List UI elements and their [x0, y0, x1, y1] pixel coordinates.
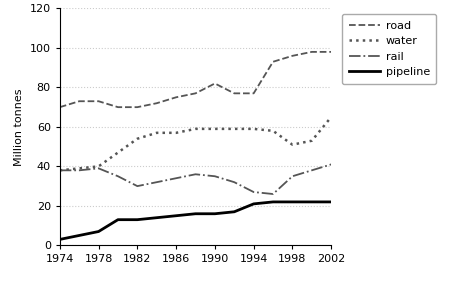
rail: [308, 169, 314, 172]
rail: [270, 192, 275, 196]
water: [270, 129, 275, 133]
pipeline: [192, 212, 198, 215]
rail: [57, 169, 62, 172]
rail: [192, 173, 198, 176]
road: [289, 54, 295, 58]
rail: [134, 184, 140, 188]
Line: rail: rail: [60, 164, 330, 194]
water: [173, 131, 179, 135]
pipeline: [154, 216, 159, 219]
water: [134, 137, 140, 140]
water: [289, 143, 295, 146]
pipeline: [76, 234, 82, 237]
road: [154, 102, 159, 105]
rail: [154, 180, 159, 184]
water: [328, 115, 333, 119]
road: [231, 92, 236, 95]
road: [76, 100, 82, 103]
road: [270, 60, 275, 63]
water: [212, 127, 217, 131]
pipeline: [270, 200, 275, 204]
water: [154, 131, 159, 135]
pipeline: [289, 200, 295, 204]
water: [57, 169, 62, 172]
pipeline: [250, 202, 256, 206]
rail: [115, 175, 120, 178]
pipeline: [212, 212, 217, 215]
rail: [173, 177, 179, 180]
Line: road: road: [60, 52, 330, 107]
Y-axis label: Million tonnes: Million tonnes: [14, 88, 24, 166]
pipeline: [173, 214, 179, 217]
Line: pipeline: pipeline: [60, 202, 330, 239]
pipeline: [231, 210, 236, 213]
road: [308, 50, 314, 54]
road: [134, 105, 140, 109]
pipeline: [115, 218, 120, 221]
pipeline: [95, 230, 101, 233]
water: [250, 127, 256, 131]
road: [173, 96, 179, 99]
rail: [328, 163, 333, 166]
Line: water: water: [60, 117, 330, 170]
water: [115, 151, 120, 154]
road: [57, 105, 62, 109]
rail: [289, 175, 295, 178]
rail: [76, 169, 82, 172]
road: [212, 82, 217, 85]
rail: [250, 190, 256, 194]
water: [308, 139, 314, 142]
water: [231, 127, 236, 131]
Legend: road, water, rail, pipeline: road, water, rail, pipeline: [341, 14, 436, 84]
pipeline: [134, 218, 140, 221]
road: [192, 92, 198, 95]
pipeline: [328, 200, 333, 204]
pipeline: [308, 200, 314, 204]
rail: [212, 175, 217, 178]
pipeline: [57, 238, 62, 241]
rail: [95, 167, 101, 170]
road: [328, 50, 333, 54]
road: [95, 100, 101, 103]
water: [76, 167, 82, 170]
road: [250, 92, 256, 95]
road: [115, 105, 120, 109]
water: [192, 127, 198, 131]
water: [95, 165, 101, 168]
rail: [231, 180, 236, 184]
